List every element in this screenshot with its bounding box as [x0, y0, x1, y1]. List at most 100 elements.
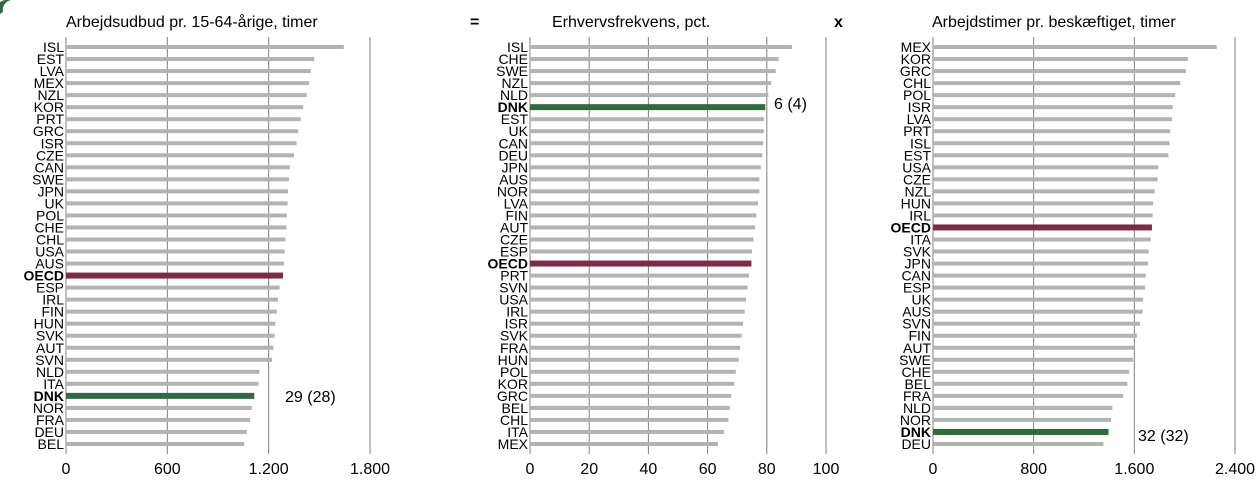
- bar-uk: [933, 297, 1144, 302]
- bar-nzl: [933, 189, 1155, 194]
- category-label: NZL: [905, 183, 932, 199]
- panel-labor-supply: Arbejdsudbud pr. 15-64-årige, timer ISLE…: [24, 13, 391, 478]
- bar-oecd: [66, 272, 284, 279]
- bar-nor: [66, 405, 252, 410]
- category-label: PRT: [903, 123, 931, 139]
- bar-esp: [933, 285, 1146, 290]
- operator-times: x: [834, 14, 843, 31]
- x-tick-label: 0: [929, 461, 938, 478]
- category-label: AUS: [35, 256, 64, 272]
- bar-can: [933, 273, 1146, 278]
- category-label: CZE: [500, 231, 528, 247]
- bar-nld: [933, 405, 1113, 410]
- category-label: AUS: [902, 304, 931, 320]
- bar-kor: [66, 105, 304, 110]
- bar-est: [530, 117, 764, 122]
- bar-jpn: [530, 165, 761, 170]
- bar-svk: [933, 249, 1149, 254]
- bar-svk: [530, 333, 742, 338]
- operator-equals: =: [470, 14, 479, 31]
- bar-svn: [933, 321, 1140, 326]
- bar-grc: [530, 393, 732, 398]
- x-tick-label: 1.200: [249, 461, 289, 478]
- bar-deu: [530, 153, 763, 158]
- bar-grc: [933, 69, 1186, 74]
- category-label: CAN: [34, 159, 64, 175]
- category-label: EST: [904, 147, 932, 163]
- bar-dnk: [933, 428, 1109, 435]
- category-label: LVA: [504, 195, 529, 211]
- bar-aut: [66, 345, 274, 350]
- category-label: ISR: [908, 99, 931, 115]
- category-label: JPN: [38, 183, 64, 199]
- category-label: SVK: [36, 328, 65, 344]
- category-label: KOR: [498, 376, 528, 392]
- bar-usa: [933, 165, 1159, 170]
- bar-grc: [66, 129, 299, 134]
- x-tick-label: 40: [640, 461, 658, 478]
- bar-isl: [66, 45, 344, 50]
- bar-can: [530, 141, 764, 146]
- category-label: DNK: [901, 424, 931, 440]
- bar-mex: [530, 441, 718, 446]
- bar-nor: [933, 417, 1112, 422]
- category-label: CZE: [903, 171, 931, 187]
- bar-est: [66, 57, 315, 62]
- x-tick-label: 80: [758, 461, 776, 478]
- category-label: CHE: [901, 364, 931, 380]
- bar-swe: [933, 357, 1134, 362]
- bar-che: [530, 57, 779, 62]
- category-label: SVN: [499, 280, 528, 296]
- bar-cze: [530, 237, 754, 242]
- category-label: DEU: [498, 147, 528, 163]
- panel-participation-rate: Erhvervsfrekvens, pct. ISLCHESWENZLNLDDN…: [488, 14, 840, 478]
- panel-title-participation-rate: Erhvervsfrekvens, pct.: [552, 14, 710, 31]
- bar-fin: [530, 213, 757, 218]
- category-label: BEL: [38, 436, 65, 452]
- bar-ita: [530, 429, 724, 434]
- category-label: CHE: [498, 51, 528, 67]
- bar-bel: [530, 405, 730, 410]
- category-label: IRL: [909, 207, 931, 223]
- bar-prt: [530, 273, 750, 278]
- bar-mex: [933, 45, 1217, 50]
- bar-aus: [933, 309, 1143, 314]
- bar-chl: [66, 237, 286, 242]
- x-tick-label: 0: [62, 461, 71, 478]
- annotation-hours-per-employed: 32 (32): [1138, 428, 1189, 445]
- category-label: CHL: [500, 412, 528, 428]
- category-label: POL: [36, 207, 64, 223]
- bar-oecd: [530, 260, 752, 267]
- bar-nzl: [530, 81, 772, 86]
- category-label: ISL: [507, 39, 528, 55]
- category-label: OECD: [488, 256, 528, 272]
- bar-isl: [530, 45, 792, 50]
- category-label: SVN: [35, 352, 64, 368]
- category-label: UK: [912, 292, 932, 308]
- bar-mex: [66, 81, 310, 86]
- bar-lva: [933, 117, 1173, 122]
- category-label: NLD: [903, 400, 931, 416]
- bar-svn: [66, 357, 273, 362]
- bar-aut: [530, 225, 755, 230]
- bar-uk: [66, 201, 288, 206]
- bar-usa: [530, 297, 747, 302]
- category-label: JPN: [502, 159, 528, 175]
- category-label: IRL: [506, 304, 528, 320]
- category-label: NOR: [497, 183, 528, 199]
- category-label: ISR: [505, 316, 528, 332]
- category-label: ESP: [36, 280, 64, 296]
- bar-chl: [933, 81, 1181, 86]
- bar-irl: [66, 297, 278, 302]
- category-label: FIN: [908, 328, 931, 344]
- bar-pol: [66, 213, 287, 218]
- category-label: OECD: [24, 268, 64, 284]
- bar-nor: [530, 189, 760, 194]
- category-label: PRT: [36, 111, 64, 127]
- category-label: ISR: [41, 135, 64, 151]
- category-label: DEU: [34, 424, 64, 440]
- category-label: EST: [501, 111, 529, 127]
- bar-oecd: [933, 224, 1152, 231]
- bar-ita: [66, 381, 259, 386]
